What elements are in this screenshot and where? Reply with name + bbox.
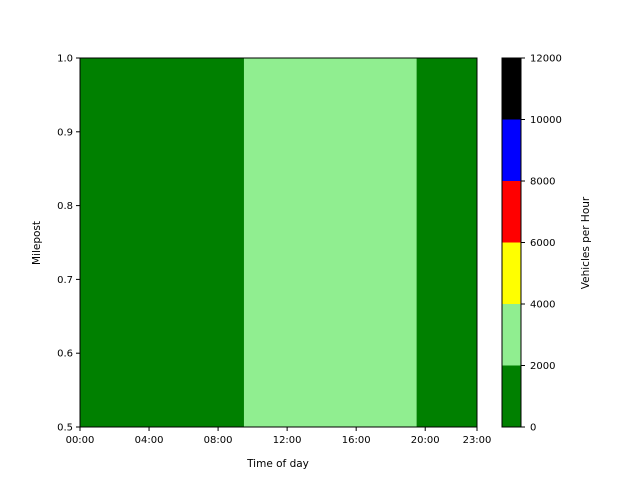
colorbar-segment <box>502 242 521 304</box>
colorbar: 0 2000 4000 6000 8000 10000 12000 <box>501 54 562 434</box>
x-tick-label: 04:00 <box>135 435 164 446</box>
colorbar-tick-label: 4000 <box>530 300 555 311</box>
colorbar-tick-label: 6000 <box>530 238 555 249</box>
y-tick-label: 0.6 <box>57 349 73 360</box>
colorbar-tick-label: 10000 <box>530 115 562 126</box>
colorbar-segment <box>502 365 521 427</box>
heatmap-plot: 00:00 04:00 08:00 12:00 16:00 20:00 23:00 0.5 0.… <box>57 54 491 447</box>
colorbar-label: Vehicles per Hour <box>580 196 592 289</box>
x-tick-label: 00:00 <box>66 435 95 446</box>
y-tick-label: 1.0 <box>57 54 73 65</box>
x-tick-label: 23:00 <box>463 435 492 446</box>
heatmap-region-2 <box>416 58 477 427</box>
x-tick-label: 16:00 <box>342 435 371 446</box>
heatmap-region-1 <box>243 58 417 427</box>
colorbar-tick-label: 8000 <box>530 177 555 188</box>
plot-frame <box>79 57 478 428</box>
colorbar-segment <box>502 119 521 181</box>
y-tick-label: 0.7 <box>57 275 73 286</box>
y-tick-label: 0.5 <box>57 423 73 434</box>
colorbar-tick-label: 2000 <box>530 361 555 372</box>
colorbar-tick-label: 0 <box>530 423 536 434</box>
colorbar-segment <box>502 181 521 243</box>
heatmap-region-0 <box>80 58 244 427</box>
y-axis-label: Milepost <box>31 221 43 265</box>
x-tick-label: 20:00 <box>411 435 440 446</box>
x-axis-label: Time of day <box>246 458 309 470</box>
colorbar-segment <box>502 58 521 120</box>
y-tick-label: 0.8 <box>57 201 73 212</box>
x-tick-label: 08:00 <box>204 435 233 446</box>
colorbar-tick-label: 12000 <box>530 54 562 65</box>
x-tick-label: 12:00 <box>273 435 302 446</box>
colorbar-segment <box>502 304 521 366</box>
y-tick-label: 0.9 <box>57 127 73 138</box>
